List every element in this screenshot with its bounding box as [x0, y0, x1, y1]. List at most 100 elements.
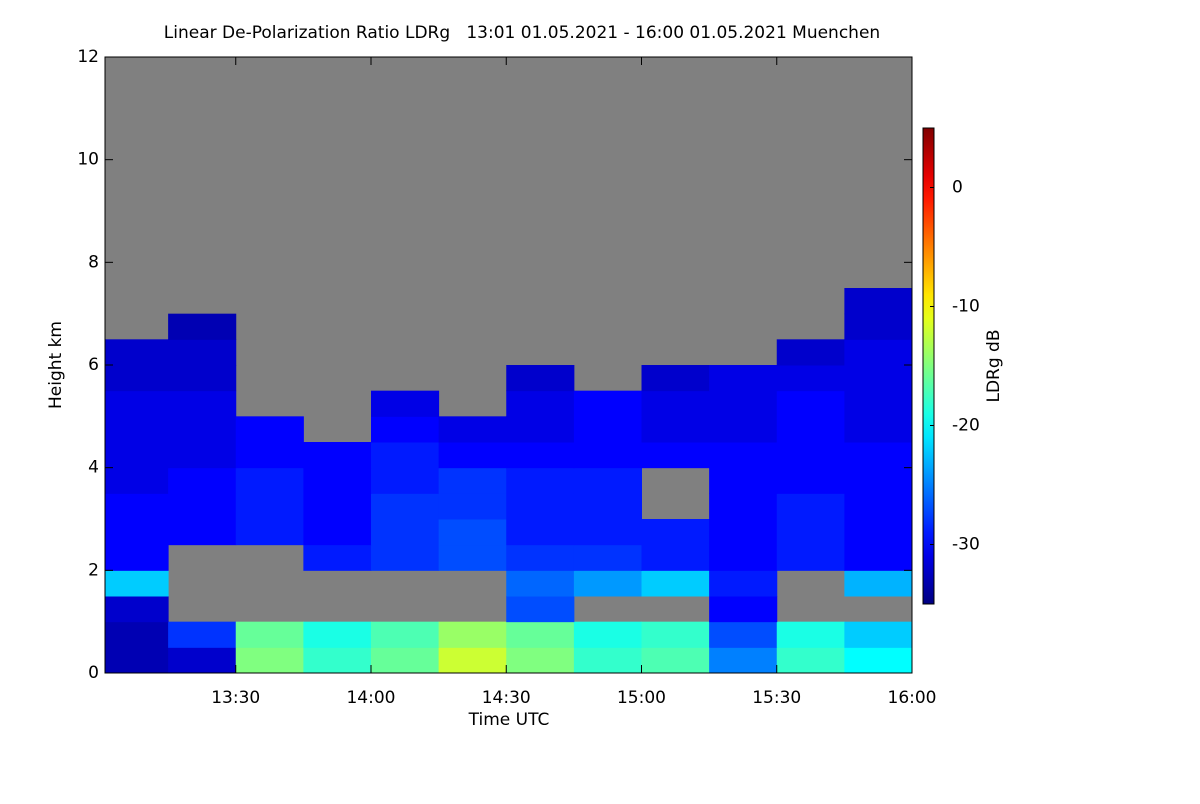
heatmap-cell: [709, 596, 778, 623]
heatmap-cell: [438, 544, 507, 571]
heatmap-cell: [303, 621, 372, 648]
heatmap-cell: [573, 519, 642, 546]
heatmap-cell: [776, 647, 845, 674]
heatmap-cell: [105, 493, 169, 520]
heatmap-cell: [506, 544, 575, 571]
colorbar-tick-label: -20: [952, 416, 980, 436]
heatmap-cell: [709, 621, 778, 648]
heatmap-cell: [438, 647, 507, 674]
heatmap-cell: [370, 621, 440, 648]
heatmap-cell: [506, 493, 575, 520]
heatmap-cell: [844, 416, 913, 443]
heatmap-cell: [105, 596, 169, 623]
colorbar-tick-label: -10: [952, 297, 980, 317]
colorbar-tick-label: -30: [952, 535, 980, 555]
heatmap-cell: [844, 313, 913, 340]
heatmap-cell: [573, 467, 642, 494]
heatmap-cell: [776, 493, 845, 520]
heatmap-cell: [641, 621, 710, 648]
heatmap-cell: [370, 544, 440, 571]
heatmap-cell: [573, 647, 642, 674]
heatmap-cell: [303, 493, 372, 520]
heatmap-cell: [506, 519, 575, 546]
heatmap-cell: [168, 339, 237, 366]
heatmap-cell: [303, 467, 372, 494]
y-tick-label: 4: [88, 458, 99, 478]
heatmap-cell: [303, 544, 372, 571]
heatmap-cell: [105, 519, 169, 546]
heatmap-cell: [438, 493, 507, 520]
heatmap-cell: [844, 467, 913, 494]
heatmap-cell: [105, 442, 169, 469]
heatmap-cell: [235, 621, 304, 648]
heatmap-cell: [573, 442, 642, 469]
heatmap-cell: [168, 365, 237, 392]
y-tick-label: 8: [88, 252, 99, 272]
heatmap-cell: [776, 416, 845, 443]
heatmap-cell: [844, 544, 913, 571]
heatmap-cell: [506, 570, 575, 597]
y-tick-label: 2: [88, 560, 99, 580]
heatmap-cell: [438, 442, 507, 469]
heatmap-cell: [844, 570, 913, 597]
heatmap-cell: [105, 390, 169, 417]
heatmap-cell: [641, 647, 710, 674]
heatmap-cell: [370, 519, 440, 546]
heatmap-cell: [641, 544, 710, 571]
heatmap-cell: [641, 442, 710, 469]
heatmap-cell: [105, 570, 169, 597]
heatmap-cell: [303, 442, 372, 469]
heatmap-cell: [641, 570, 710, 597]
heatmap-cell: [844, 519, 913, 546]
y-axis-title: Height km: [46, 321, 66, 409]
heatmap-cell: [844, 621, 913, 648]
heatmap-cell: [303, 519, 372, 546]
heatmap-cell: [573, 493, 642, 520]
heatmap-cell: [776, 467, 845, 494]
x-tick-label: 14:30: [482, 688, 531, 708]
heatmap-cell: [168, 621, 237, 648]
heatmap-cell: [105, 647, 169, 674]
heatmap-cell: [776, 621, 845, 648]
heatmap-cell: [776, 519, 845, 546]
heatmap-cell: [506, 365, 575, 392]
heatmap-cell: [506, 621, 575, 648]
heatmap-cell: [168, 519, 237, 546]
heatmap-cell: [709, 570, 778, 597]
heatmap-cell: [709, 647, 778, 674]
heatmap-cell: [844, 288, 913, 315]
heatmap-cell: [844, 365, 913, 392]
heatmap-cell: [506, 416, 575, 443]
heatmap-cell: [168, 442, 237, 469]
heatmap-cell: [709, 519, 778, 546]
heatmap-cell: [370, 390, 440, 417]
heatmap-cell: [573, 544, 642, 571]
heatmap-cell: [235, 519, 304, 546]
heatmap-cell: [506, 390, 575, 417]
heatmap-cell: [844, 390, 913, 417]
y-tick-label: 6: [88, 355, 99, 375]
heatmap-cell: [709, 467, 778, 494]
heatmap-cell: [168, 467, 237, 494]
heatmap-cell: [506, 442, 575, 469]
heatmap-cell: [709, 442, 778, 469]
heatmap-cell: [105, 621, 169, 648]
heatmap-cell: [370, 442, 440, 469]
heatmap-cell: [438, 621, 507, 648]
heatmap-cell: [105, 416, 169, 443]
heatmap-cell: [641, 519, 710, 546]
heatmap-cell: [573, 570, 642, 597]
y-tick-label: 10: [77, 150, 99, 170]
heatmap-cell: [303, 647, 372, 674]
heatmap-cell: [709, 390, 778, 417]
heatmap-cell: [370, 467, 440, 494]
heatmap-cell: [168, 493, 237, 520]
heatmap-cell: [235, 493, 304, 520]
heatmap-cell: [105, 544, 169, 571]
heatmap-cell: [641, 365, 710, 392]
heatmap-cell: [776, 544, 845, 571]
heatmap-cell: [105, 365, 169, 392]
x-tick-label: 15:30: [752, 688, 801, 708]
x-tick-label: 13:30: [211, 688, 260, 708]
